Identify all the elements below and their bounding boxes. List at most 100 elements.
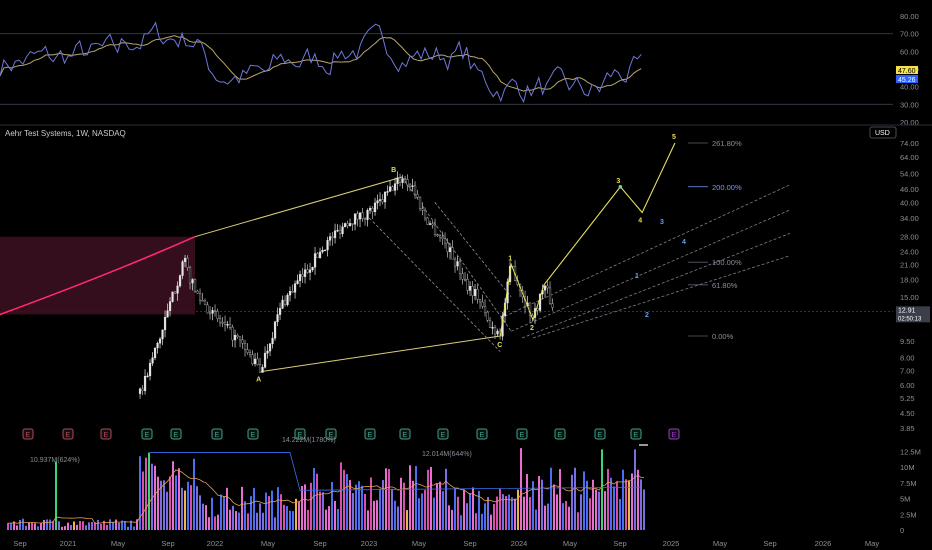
candle-body <box>151 357 154 364</box>
earnings-event-marker <box>22 428 34 440</box>
time-tick-label: Sep <box>313 539 326 548</box>
candle-body <box>538 293 542 311</box>
price-tick-label: 40.00 <box>900 198 919 207</box>
candle-body <box>168 301 172 311</box>
volume-bar <box>589 498 591 530</box>
volume-bar <box>55 461 57 530</box>
volume-bar <box>364 493 366 530</box>
volume-bar <box>307 509 309 530</box>
wave-label: A <box>256 377 261 384</box>
candle-body <box>361 212 364 219</box>
volume-bar <box>454 488 456 530</box>
volume-bar <box>67 522 69 530</box>
volume-bar <box>583 471 585 530</box>
volume-bar <box>232 505 234 530</box>
volume-bar <box>511 497 513 530</box>
volume-bar <box>133 526 135 530</box>
candle-body <box>268 343 272 352</box>
volume-pane: 12.5M 10M 7.5M 5M 2.5M 0 10.937M(624%) 14.222M(… <box>7 437 921 535</box>
volume-bar <box>298 501 300 530</box>
earnings-event-label: E <box>598 432 603 439</box>
volume-bar <box>403 482 405 530</box>
candle-body <box>383 192 387 203</box>
volume-bar <box>514 498 516 530</box>
volume-bar <box>616 481 618 530</box>
earnings-event-marker <box>554 428 566 440</box>
volume-bar <box>109 519 111 530</box>
volume-ma <box>8 444 648 524</box>
volume-bar <box>598 491 600 530</box>
volume-bar <box>373 500 375 530</box>
volume-bar <box>295 498 297 530</box>
volume-bar <box>559 469 561 530</box>
candle-body <box>288 291 292 296</box>
candle-body <box>186 257 189 268</box>
volume-bar <box>175 475 177 530</box>
price-tick-label: 34.00 <box>900 214 919 223</box>
volume-bar <box>268 496 270 530</box>
volume-bar <box>322 492 324 530</box>
earnings-event-marker <box>294 428 306 440</box>
time-tick-label: May <box>412 539 426 548</box>
candle-body <box>381 199 384 203</box>
candle-body <box>458 261 462 275</box>
candle-body <box>336 229 339 232</box>
earnings-event-label: E <box>298 432 303 439</box>
volume-bar <box>70 525 72 530</box>
candle-body <box>483 306 487 313</box>
time-tick-label: May <box>111 539 125 548</box>
candle-body <box>156 342 159 349</box>
axis-badges: 47.60 45.26 USD 12.91 02:50:13 <box>869 66 930 323</box>
volume-bar <box>73 521 75 530</box>
earnings-event-label: E <box>66 432 71 439</box>
candle-body <box>408 184 412 187</box>
volume-bar <box>481 513 483 530</box>
time-tick-label: May <box>865 539 879 548</box>
volume-bar <box>421 493 423 530</box>
volume-bar <box>250 496 252 530</box>
volume-bar <box>163 480 165 530</box>
candle-body <box>438 235 442 238</box>
volume-bar <box>484 503 486 530</box>
earnings-event-marker <box>594 428 606 440</box>
price-tick-label: 7.00 <box>900 366 915 375</box>
earnings-event-label: E <box>329 432 334 439</box>
candle-body <box>456 261 459 267</box>
candle-body <box>418 196 422 209</box>
volume-bar <box>601 449 603 530</box>
fib-level-label: 261.80% <box>712 139 742 148</box>
sub-wave-label: 1 <box>635 273 639 280</box>
volume-bar <box>415 466 417 530</box>
volume-bar <box>505 495 507 530</box>
rsi-value-badge <box>896 66 918 74</box>
volume-bar <box>235 511 237 530</box>
volume-bar <box>592 479 594 530</box>
volume-bar <box>604 491 606 530</box>
time-tick-label: Sep <box>613 539 626 548</box>
earnings-event-marker <box>100 428 112 440</box>
earnings-event-label: E <box>368 432 373 439</box>
volume-bar <box>316 473 318 530</box>
candle-body <box>193 279 197 292</box>
volume-bar <box>385 468 387 530</box>
volume-bar <box>325 509 327 530</box>
wave-label: B <box>391 167 396 174</box>
wave-label: 3 <box>616 178 620 185</box>
price-tick-label: 8.00 <box>900 353 915 362</box>
volume-bar <box>187 481 189 530</box>
volume-bar <box>154 465 156 530</box>
volume-bar <box>556 494 558 530</box>
rsi-tick-label: 20.00 <box>900 118 919 127</box>
volume-bar <box>331 482 333 530</box>
candle-body <box>443 238 447 244</box>
last-price-label: 12.91 <box>898 307 916 314</box>
volume-bar <box>451 509 453 530</box>
volume-annotation: 14.222M(1780%) <box>282 437 336 444</box>
volume-bar <box>634 449 636 530</box>
volume-bar <box>241 486 243 530</box>
volume-bar <box>610 477 612 530</box>
candle-body <box>351 223 354 225</box>
volume-bar <box>361 485 363 530</box>
price-tick-label: 5.25 <box>900 394 915 403</box>
